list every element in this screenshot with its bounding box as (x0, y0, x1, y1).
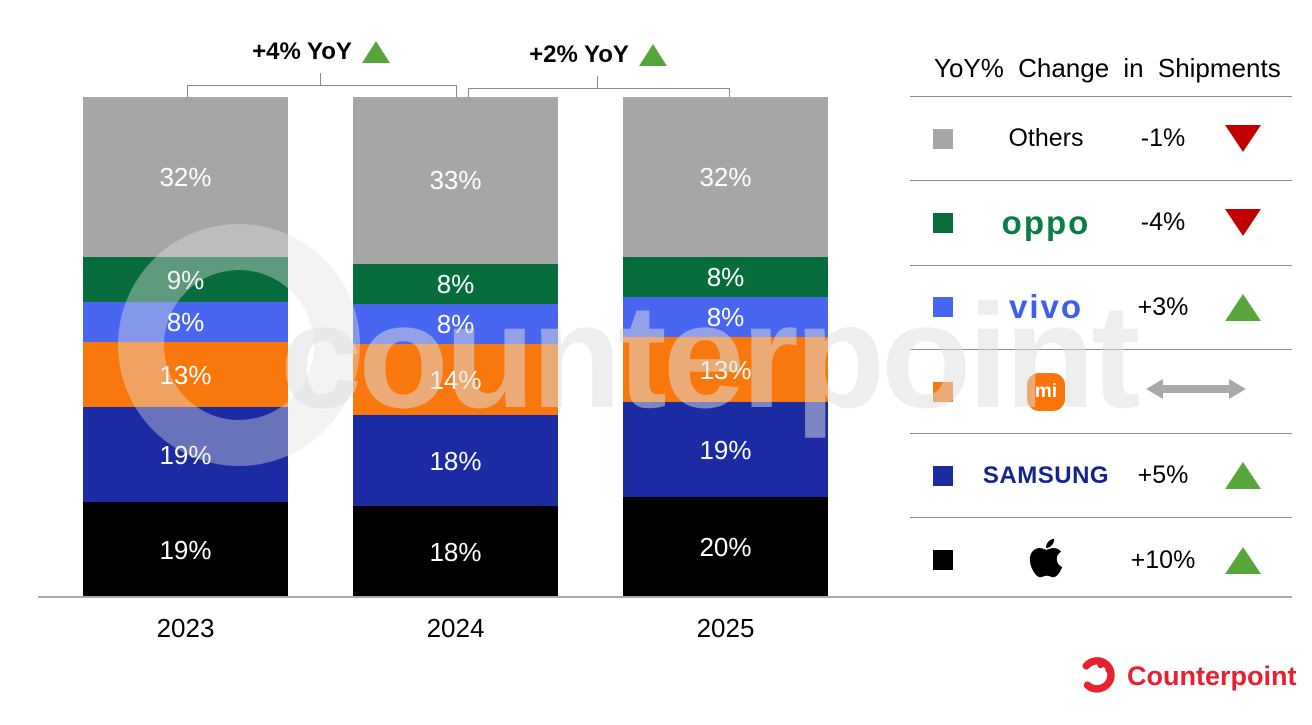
segment-vivo-2025: 8% (623, 297, 828, 337)
x-axis-line (38, 596, 1292, 598)
segment-others-2024: 33% (353, 97, 558, 264)
yoy-bracket-tick (597, 76, 598, 88)
xiaomi-logo-icon: mi (1027, 372, 1065, 411)
segment-vivo-2023: 8% (83, 302, 288, 342)
segment-xiaomi-2025: 13% (623, 337, 828, 402)
segment-oppo-2025: 8% (623, 257, 828, 297)
legend-row-xiaomi: mi (910, 350, 1292, 435)
vivo-change: +3% (1137, 292, 1189, 321)
segment-value-label: 32% (159, 162, 212, 192)
legend-title: YoY% Change in Shipments (910, 40, 1292, 97)
segment-others-2023: 32% (83, 97, 288, 257)
yoy-bracket-tick (320, 73, 321, 85)
yoy-annotation-2025: +2% YoY (468, 41, 728, 69)
segment-samsung-2023: 19% (83, 407, 288, 502)
x-axis-label-2023: 2023 (156, 613, 215, 643)
legend-row-vivo: vivo +3% (910, 266, 1292, 350)
segment-value-label: 19% (159, 534, 212, 565)
segment-value-label: 18% (429, 445, 482, 476)
segment-samsung-2025: 19% (623, 402, 828, 497)
segment-vivo-2024: 8% (353, 304, 558, 345)
segment-value-label: 8% (436, 268, 475, 299)
down-triangle-icon (1225, 125, 1261, 153)
vivo-logo: vivo (1008, 288, 1084, 326)
legend-row-samsung: SAMSUNG +5% (910, 434, 1292, 519)
samsung-change: +5% (1137, 461, 1189, 490)
samsung-logo: SAMSUNG (982, 461, 1110, 489)
x-axis-label-2024: 2024 (426, 613, 485, 643)
yoy-annotation-label: +2% YoY (529, 41, 629, 68)
segment-others-2025: 32% (623, 97, 828, 257)
down-triangle-icon (1225, 209, 1261, 237)
others-swatch-icon (933, 128, 953, 149)
segment-value-label: 19% (699, 434, 752, 465)
segment-oppo-2024: 8% (353, 263, 558, 305)
yoy-annotation-2024: +4% YoY (187, 38, 455, 66)
segment-value-label: 19% (159, 439, 212, 470)
segment-value-label: 8% (706, 302, 745, 332)
up-triangle-icon (1225, 546, 1261, 574)
oppo-swatch-icon (933, 212, 953, 233)
bar-2023: 32% 9% 8% 13% 19% 19% (83, 97, 288, 597)
xiaomi-swatch-icon (933, 381, 953, 402)
legend-row-apple: +10% (910, 518, 1292, 601)
apple-logo-icon (1028, 536, 1064, 585)
segment-xiaomi-2024: 14% (353, 344, 558, 416)
up-triangle-icon (1225, 462, 1261, 490)
counterpoint-wordmark: Counterpoint (1127, 661, 1297, 691)
flat-arrow-icon (1146, 377, 1246, 406)
segment-apple-2025: 20% (623, 497, 828, 597)
oppo-logo: oppo (1001, 203, 1091, 241)
segment-value-label: 13% (159, 359, 212, 390)
yoy-bracket-2025 (468, 88, 730, 98)
others-label: Others (1008, 124, 1084, 153)
yoy-annotation-label: +4% YoY (252, 38, 352, 65)
segment-value-label: 8% (706, 262, 745, 292)
up-triangle-icon (1225, 293, 1261, 321)
segment-value-label: 20% (699, 532, 752, 562)
legend-row-others: Others -1% (910, 97, 1292, 182)
up-triangle-icon (638, 44, 667, 66)
counterpoint-logo: Counterpoint (1076, 653, 1296, 700)
bar-2025: 32% 8% 8% 13% 19% 20% (623, 97, 828, 597)
apple-swatch-icon (933, 550, 953, 571)
segment-value-label: 32% (699, 162, 752, 192)
yoy-bracket-2024 (187, 85, 457, 98)
segment-value-label: 8% (166, 307, 205, 337)
segment-apple-2023: 19% (83, 502, 288, 597)
segment-value-label: 13% (699, 354, 752, 385)
samsung-swatch-icon (933, 465, 953, 486)
apple-change: +10% (1130, 545, 1196, 574)
legend: YoY% Change in Shipments Others -1% oppo… (910, 40, 1292, 602)
vivo-swatch-icon (933, 297, 953, 318)
segment-apple-2024: 18% (353, 506, 558, 597)
oppo-change: -4% (1140, 208, 1186, 237)
segment-value-label: 33% (429, 165, 482, 196)
segment-xiaomi-2023: 13% (83, 342, 288, 407)
segment-value-label: 14% (429, 364, 482, 395)
segment-value-label: 9% (166, 264, 205, 295)
bar-2024: 33% 8% 8% 14% 18% 18% (353, 97, 558, 597)
x-axis-label-2025: 2025 (696, 613, 755, 643)
segment-value-label: 18% (429, 536, 482, 567)
others-change: -1% (1140, 124, 1186, 153)
up-triangle-icon (361, 41, 390, 63)
segment-value-label: 8% (436, 309, 475, 340)
segment-samsung-2024: 18% (353, 415, 558, 507)
legend-row-oppo: oppo -4% (910, 181, 1292, 266)
segment-oppo-2023: 9% (83, 257, 288, 302)
counterpoint-mark-icon (1076, 653, 1118, 700)
